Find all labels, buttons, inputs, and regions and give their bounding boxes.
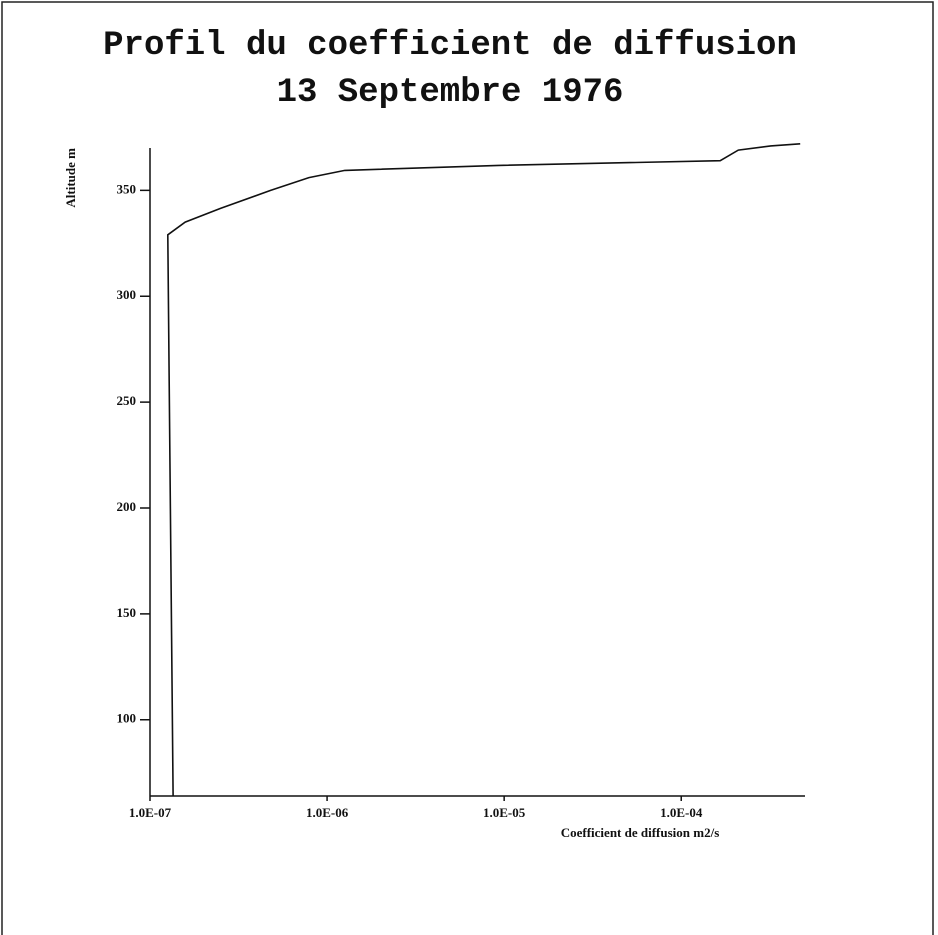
- y-tick-label: 200: [117, 499, 137, 514]
- x-tick-label: 1.0E-04: [660, 805, 703, 820]
- chart-title: Profil du coefficient de diffusion: [103, 27, 797, 65]
- x-tick-label: 1.0E-05: [483, 805, 526, 820]
- y-tick-label: 300: [117, 287, 137, 302]
- y-tick-label: 350: [117, 181, 137, 196]
- y-tick-label: 250: [117, 393, 137, 408]
- x-tick-label: 1.0E-07: [129, 805, 172, 820]
- x-axis-label: Coefficient de diffusion m2/s: [561, 825, 720, 840]
- y-tick-label: 150: [117, 605, 137, 620]
- y-axis-label: Altitude m: [63, 148, 78, 208]
- x-tick-label: 1.0E-06: [306, 805, 349, 820]
- chart-subtitle: 13 Septembre 1976: [277, 74, 624, 112]
- y-tick-label: 100: [117, 711, 137, 726]
- data-line: [166, 143, 801, 797]
